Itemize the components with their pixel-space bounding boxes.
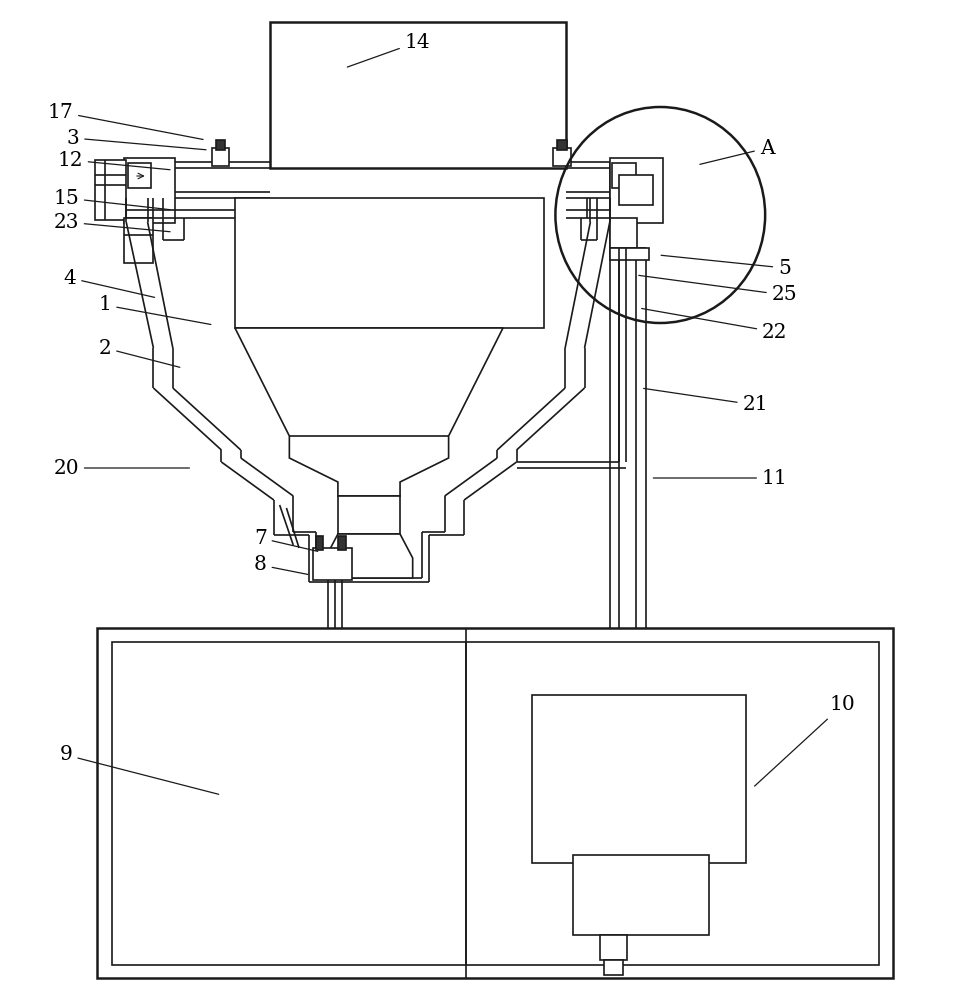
Text: 8: 8 (253, 555, 308, 574)
Polygon shape (235, 328, 503, 496)
Text: A: A (700, 138, 775, 164)
Bar (610, 248, 649, 260)
Bar (338, 496, 400, 534)
Text: 20: 20 (53, 458, 189, 478)
Bar (612, 163, 636, 188)
Bar (97, 628, 893, 978)
Bar (610, 158, 663, 223)
Bar (270, 22, 566, 168)
Bar (95, 160, 126, 220)
Text: 15: 15 (53, 188, 170, 210)
Text: 17: 17 (48, 103, 203, 139)
Bar (216, 140, 225, 150)
Bar (128, 163, 151, 188)
Bar (553, 148, 571, 166)
Bar (124, 218, 153, 263)
Bar (112, 642, 879, 965)
Text: 1: 1 (98, 295, 211, 324)
Bar (619, 175, 653, 205)
Text: 4: 4 (63, 268, 154, 297)
Bar (316, 536, 323, 550)
Text: 5: 5 (661, 255, 791, 277)
Bar (600, 935, 627, 960)
Bar (212, 148, 229, 166)
Text: 3: 3 (66, 128, 206, 150)
Text: 25: 25 (639, 275, 797, 304)
Polygon shape (325, 534, 413, 578)
Text: 9: 9 (59, 746, 218, 794)
Bar (124, 158, 175, 223)
Text: 10: 10 (754, 696, 855, 786)
Text: 23: 23 (53, 213, 170, 232)
Bar (313, 548, 352, 580)
Text: 2: 2 (98, 338, 180, 367)
Text: 11: 11 (653, 468, 787, 488)
Bar (610, 218, 637, 248)
Text: 22: 22 (642, 308, 787, 342)
Bar (573, 855, 709, 935)
Text: 21: 21 (644, 388, 768, 414)
Text: 12: 12 (57, 150, 170, 170)
Bar (235, 198, 544, 328)
Text: 14: 14 (348, 32, 430, 67)
Text: 7: 7 (253, 528, 318, 551)
Bar (338, 536, 346, 550)
Bar (557, 140, 567, 150)
Bar (532, 695, 746, 863)
Bar (604, 960, 623, 975)
